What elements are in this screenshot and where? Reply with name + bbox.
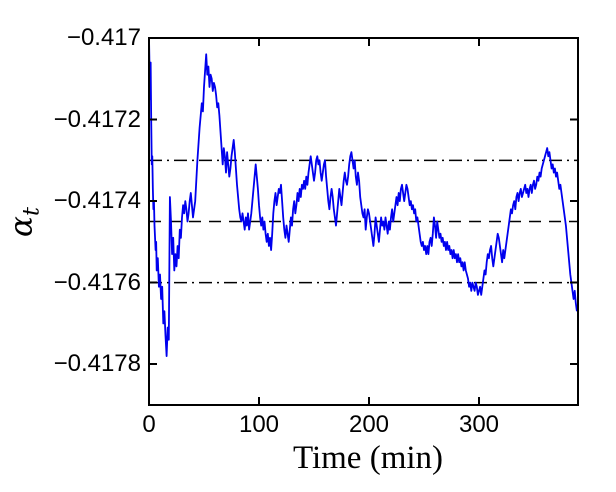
x-tick-label: 300 [458,411,500,438]
x-tick-label: 200 [348,411,390,438]
alpha-symbol: α [3,216,40,237]
y-tick-label: −0.4178 [53,350,141,378]
x-axis-label: Time (min) [292,440,444,476]
plot-box [148,37,579,406]
alpha-subscript: t [18,207,45,217]
y-tick-label: −0.417 [66,24,141,51]
data-series-line [149,38,578,357]
y-tick-label: −0.4172 [53,105,141,133]
y-tick-label: −0.4176 [53,268,141,296]
x-tick-label: 0 [142,411,156,438]
y-axis-label: αt [3,207,44,237]
reference-lines [149,159,578,284]
x-tick-label: 100 [238,411,280,438]
axis-ticks [148,37,578,405]
y-tick-label: −0.4174 [53,187,141,215]
